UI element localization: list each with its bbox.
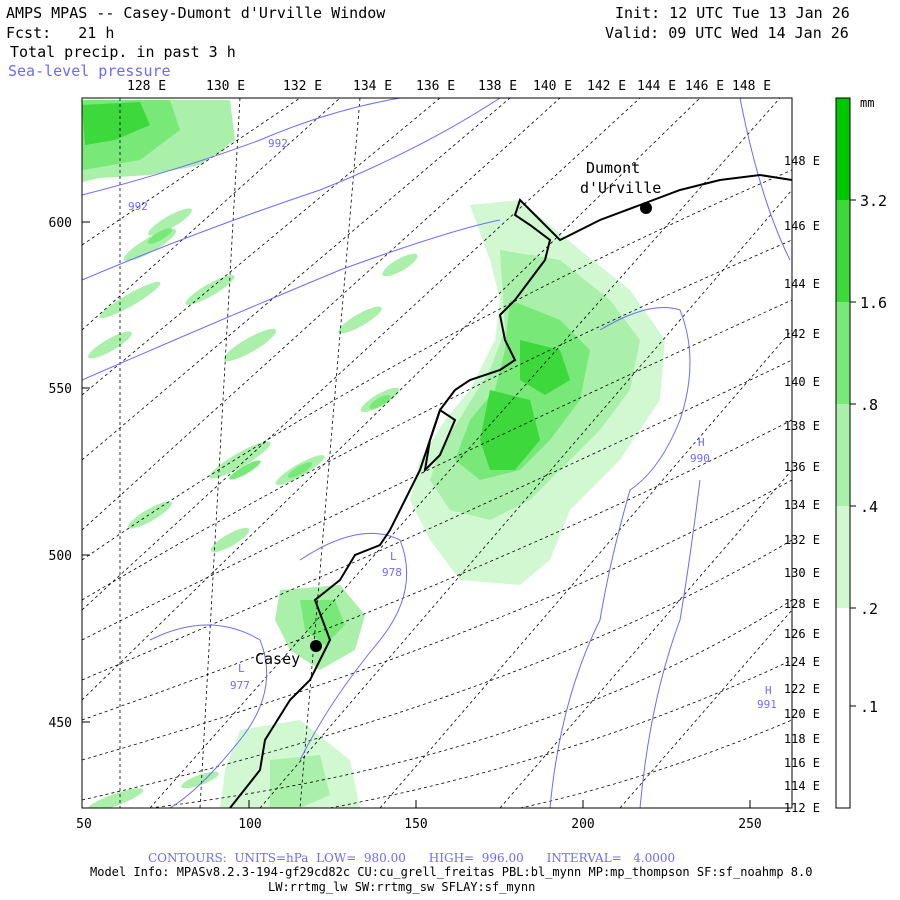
- right-lon-label: 114 E: [784, 779, 820, 793]
- colorbar-unit: mm: [860, 96, 874, 110]
- top-lon-label: 142 E: [587, 79, 626, 94]
- map-title: AMPS MPAS -- Casey-Dumont d'Urville Wind…: [6, 4, 386, 22]
- colorbar-tick-label: .8: [860, 396, 878, 414]
- model-info: Model Info: MPASv8.2.3-194-gf29cd82c CU:…: [90, 865, 813, 879]
- colorbar-tick-label: 3.2: [860, 192, 887, 210]
- colorbar-segment: [836, 200, 850, 302]
- top-lon-label: 132 E: [283, 79, 322, 94]
- colorbar-segment: [836, 98, 850, 200]
- right-lon-label: 132 E: [784, 533, 820, 547]
- casey-label: Casey: [255, 650, 300, 668]
- pressure-label: 990: [690, 452, 710, 465]
- right-lon-label: 138 E: [784, 419, 820, 433]
- colorbar-tick-label: .2: [860, 600, 878, 618]
- field-name: Total precip. in past 3 h: [10, 43, 236, 61]
- left-axis-label: 600: [49, 216, 72, 231]
- right-lon-label: 130 E: [784, 566, 820, 580]
- right-lon-label: 148 E: [784, 154, 820, 168]
- top-lon-label: 134 E: [353, 79, 392, 94]
- top-lon-label: 148 E: [732, 79, 771, 94]
- right-lon-label: 134 E: [784, 498, 820, 512]
- right-lon-label: 142 E: [784, 327, 820, 341]
- precipitation-shading: [82, 100, 665, 808]
- valid-time: Valid: 09 UTC Wed 14 Jan 26: [605, 24, 849, 42]
- plot-frame: [81, 97, 793, 809]
- left-axis-label: 550: [49, 382, 72, 397]
- bottom-axis-label: 50: [76, 817, 92, 832]
- right-lon-label: 136 E: [784, 460, 820, 474]
- right-lon-label: 140 E: [784, 375, 820, 389]
- right-lon-label: 126 E: [784, 627, 820, 641]
- overlay-name: Sea-level pressure: [8, 62, 171, 80]
- top-lon-label: 144 E: [637, 79, 676, 94]
- colorbar-tick-label: .4: [860, 498, 878, 516]
- pressure-contours: [82, 98, 791, 808]
- low-marker: L: [390, 550, 397, 563]
- pressure-label: 991: [757, 698, 777, 711]
- right-lon-label: 112 E: [784, 801, 820, 815]
- dumont-label-line2: d'Urville: [580, 179, 661, 197]
- top-lon-label: 140 E: [533, 79, 572, 94]
- right-lon-label: 122 E: [784, 682, 820, 696]
- right-lon-label: 116 E: [784, 756, 820, 770]
- right-lon-label: 146 E: [784, 219, 820, 233]
- colorbar-segment: [836, 302, 850, 404]
- model-info-line2: LW:rrtmg_lw SW:rrtmg_sw SFLAY:sf_mynn: [268, 880, 536, 894]
- top-lon-label: 146 E: [685, 79, 724, 94]
- lat-lon-grid: [82, 98, 792, 808]
- bottom-axis-label: 200: [571, 817, 594, 832]
- right-lon-label: 144 E: [784, 277, 820, 291]
- bottom-axis-label: 250: [738, 817, 761, 832]
- colorbar-tick-label: .1: [860, 698, 878, 716]
- right-lon-label: 128 E: [784, 597, 820, 611]
- low-marker: L: [238, 662, 245, 675]
- left-axis-label: 500: [49, 549, 72, 564]
- contours-info: CONTOURS: UNITS=hPa LOW= 980.00 HIGH= 99…: [148, 851, 676, 865]
- coastline: [229, 173, 792, 808]
- right-lon-label: 118 E: [784, 732, 820, 746]
- colorbar-segment: [836, 506, 850, 608]
- pressure-label: 992: [268, 137, 288, 150]
- bottom-axis-label: 100: [238, 817, 261, 832]
- top-lon-label: 130 E: [206, 79, 245, 94]
- top-lon-label: 138 E: [478, 79, 517, 94]
- pressure-label: 977: [230, 679, 250, 692]
- colorbar-segment: [836, 608, 850, 808]
- colorbar: mm 3.2 1.6 .8 .4 .2 .1: [835, 96, 887, 809]
- left-axis-label: 450: [49, 716, 72, 731]
- top-lon-label: 136 E: [416, 79, 455, 94]
- right-lon-label: 124 E: [784, 655, 820, 669]
- right-lon-label: 120 E: [784, 707, 820, 721]
- dumont-durville-station-marker: [640, 202, 652, 214]
- colorbar-segment: [836, 404, 850, 506]
- casey-station-marker: [310, 640, 322, 652]
- high-marker: H: [765, 684, 772, 697]
- pressure-label: 992: [128, 200, 148, 213]
- init-time: Init: 12 UTC Tue 13 Jan 26: [615, 4, 850, 22]
- dumont-label-line1: Dumont: [586, 159, 640, 177]
- forecast-hour: Fcst: 21 h: [6, 24, 115, 42]
- pressure-label: 978: [382, 566, 402, 579]
- colorbar-tick-label: 1.6: [860, 294, 887, 312]
- top-lon-label: 128 E: [127, 79, 166, 94]
- high-marker: H: [698, 436, 705, 449]
- map-plot-area: [82, 98, 792, 808]
- bottom-axis-label: 150: [404, 817, 427, 832]
